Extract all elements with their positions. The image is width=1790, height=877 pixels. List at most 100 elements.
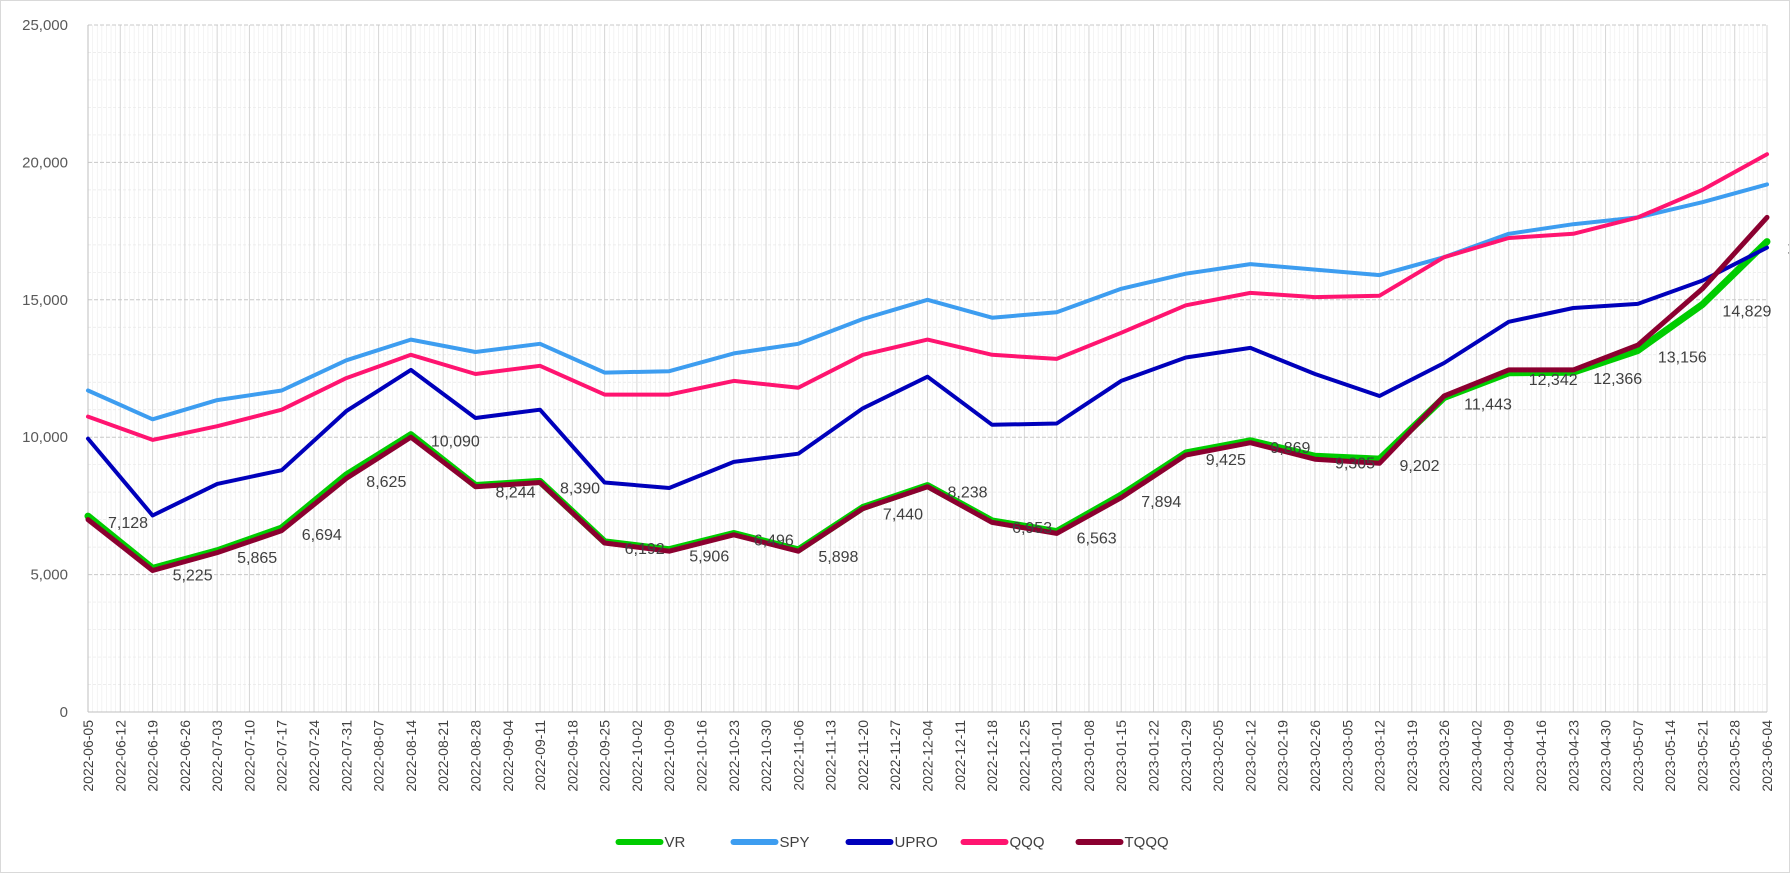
x-tick-label: 2023-01-08 bbox=[1081, 720, 1097, 792]
series-line-upro bbox=[86, 245, 1769, 518]
y-tick-label: 25,000 bbox=[22, 17, 68, 34]
x-tick-label: 2022-09-18 bbox=[564, 720, 580, 792]
x-tick-label: 2022-10-16 bbox=[693, 720, 709, 792]
data-label: 9,869 bbox=[1270, 440, 1310, 457]
legend-label: UPRO bbox=[895, 834, 938, 851]
legend-item-vr: VR bbox=[615, 834, 686, 851]
data-label: 7,894 bbox=[1141, 494, 1181, 511]
x-tick-label: 2023-05-07 bbox=[1630, 720, 1646, 792]
y-tick-label: 5,000 bbox=[30, 567, 68, 584]
x-tick-label: 2023-01-01 bbox=[1049, 720, 1065, 792]
data-label: 6,694 bbox=[302, 527, 342, 544]
x-tick-label: 2022-08-28 bbox=[467, 720, 483, 792]
data-label: 6,192 bbox=[625, 541, 665, 558]
x-tick-label: 2022-10-23 bbox=[726, 720, 742, 792]
x-tick-label: 2022-08-07 bbox=[371, 720, 387, 792]
data-label: 8,244 bbox=[495, 484, 535, 501]
x-tick-label: 2023-03-12 bbox=[1372, 720, 1388, 792]
legend-item-upro: UPRO bbox=[845, 834, 938, 851]
data-label: 11,443 bbox=[1464, 397, 1512, 414]
data-label: 5,865 bbox=[237, 550, 277, 567]
x-tick-label: 2022-12-04 bbox=[920, 720, 936, 792]
x-tick-label: 2023-05-21 bbox=[1694, 720, 1710, 792]
data-label: 14,829 bbox=[1722, 303, 1771, 320]
minor-gridlines bbox=[88, 25, 1767, 712]
x-tick-label: 2023-05-28 bbox=[1727, 720, 1743, 792]
data-label: 12,342 bbox=[1529, 372, 1578, 389]
x-tick-label: 2022-08-21 bbox=[435, 720, 451, 792]
x-tick-label: 2023-03-19 bbox=[1404, 720, 1420, 792]
y-tick-label: 15,000 bbox=[22, 292, 68, 309]
x-tick-label: 2023-03-05 bbox=[1339, 720, 1355, 792]
x-tick-label: 2023-04-23 bbox=[1565, 720, 1581, 792]
data-label: 5,906 bbox=[689, 549, 729, 566]
series-line-tqqq bbox=[85, 214, 1770, 573]
series-lines bbox=[84, 152, 1771, 573]
data-label: 8,625 bbox=[366, 474, 406, 491]
legend-item-spy: SPY bbox=[730, 834, 810, 851]
x-tick-label: 2022-09-25 bbox=[597, 720, 613, 792]
legend-label: SPY bbox=[780, 834, 810, 851]
series-line-spy bbox=[86, 182, 1769, 422]
y-tick-label: 10,000 bbox=[22, 429, 68, 446]
data-label: 8,390 bbox=[560, 480, 600, 497]
x-tick-label: 2023-05-14 bbox=[1662, 720, 1678, 792]
x-tick-label: 2022-12-18 bbox=[984, 720, 1000, 792]
x-tick-label: 2023-03-26 bbox=[1436, 720, 1452, 792]
data-label: 5,898 bbox=[818, 549, 858, 566]
x-tick-label: 2023-01-15 bbox=[1113, 720, 1129, 792]
data-label: 12,366 bbox=[1593, 371, 1642, 388]
legend-label: VR bbox=[665, 834, 686, 851]
x-tick-label: 2022-11-27 bbox=[887, 720, 903, 791]
data-label: 8,238 bbox=[948, 485, 988, 502]
x-tick-label: 2022-10-30 bbox=[758, 720, 774, 792]
legend: VR SPY UPRO QQQ TQQQ bbox=[615, 834, 1169, 851]
data-labels: 7,128 5,225 5,865 6,694 8,625 10,090 8,244 8,39… bbox=[108, 241, 1790, 585]
data-label: 6,496 bbox=[754, 532, 794, 549]
x-tick-label: 2022-07-24 bbox=[306, 720, 322, 792]
x-tick-label: 2023-02-19 bbox=[1275, 720, 1291, 792]
x-tick-label: 2022-12-11 bbox=[952, 720, 968, 791]
x-tick-label: 2023-02-05 bbox=[1210, 720, 1226, 792]
legend-label: QQQ bbox=[1010, 834, 1045, 851]
x-tick-label: 2023-04-30 bbox=[1598, 720, 1614, 792]
data-label: 13,156 bbox=[1658, 349, 1707, 366]
x-tick-label: 2022-10-09 bbox=[661, 720, 677, 792]
x-tick-label: 2023-04-02 bbox=[1468, 720, 1484, 792]
x-tick-label: 2022-07-31 bbox=[338, 720, 354, 792]
x-tick-label: 2022-06-05 bbox=[80, 720, 96, 792]
data-label: 6,953 bbox=[1012, 520, 1052, 537]
x-tick-label: 2023-01-22 bbox=[1146, 720, 1162, 792]
x-tick-label: 2022-06-12 bbox=[112, 720, 128, 792]
x-tick-label: 2022-11-20 bbox=[855, 720, 871, 791]
x-tick-label: 2023-02-26 bbox=[1307, 720, 1323, 792]
axes bbox=[87, 25, 1767, 713]
data-label: 6,563 bbox=[1077, 531, 1117, 548]
legend-item-tqqq: TQQQ bbox=[1075, 834, 1169, 851]
data-label: 9,305 bbox=[1335, 455, 1375, 472]
legend-item-qqq: QQQ bbox=[960, 834, 1045, 851]
series-line-qqq bbox=[86, 152, 1769, 442]
x-tick-label: 2022-10-02 bbox=[629, 720, 645, 792]
x-tick-label: 2022-08-14 bbox=[403, 720, 419, 792]
data-label: 5,225 bbox=[173, 567, 213, 584]
y-axis-tick-labels: 0 5,000 10,000 15,000 20,000 25,000 bbox=[22, 17, 68, 721]
x-tick-label: 2022-11-06 bbox=[790, 720, 806, 791]
x-axis-tick-labels: 2022-06-05 2022-06-12 2022-06-19 2022-06-26… bbox=[80, 720, 1775, 792]
x-tick-label: 2023-04-09 bbox=[1501, 720, 1517, 792]
y-tick-label: 0 bbox=[60, 704, 68, 721]
x-tick-label: 2022-07-03 bbox=[209, 720, 225, 792]
data-label: 9,425 bbox=[1206, 452, 1246, 469]
data-label: 7,440 bbox=[883, 507, 923, 524]
x-tick-label: 2022-07-17 bbox=[274, 720, 290, 792]
data-label: 9,202 bbox=[1400, 458, 1440, 475]
x-tick-label: 2023-06-04 bbox=[1759, 720, 1775, 792]
x-tick-label: 2022-07-10 bbox=[241, 720, 257, 792]
x-tick-label: 2023-02-12 bbox=[1242, 720, 1258, 792]
x-tick-label: 2022-12-25 bbox=[1016, 720, 1032, 792]
data-label: 10,090 bbox=[431, 434, 480, 451]
x-tick-label: 2022-11-13 bbox=[823, 720, 839, 791]
x-tick-label: 2023-04-16 bbox=[1533, 720, 1549, 792]
data-label: 17,117 bbox=[1787, 241, 1789, 258]
